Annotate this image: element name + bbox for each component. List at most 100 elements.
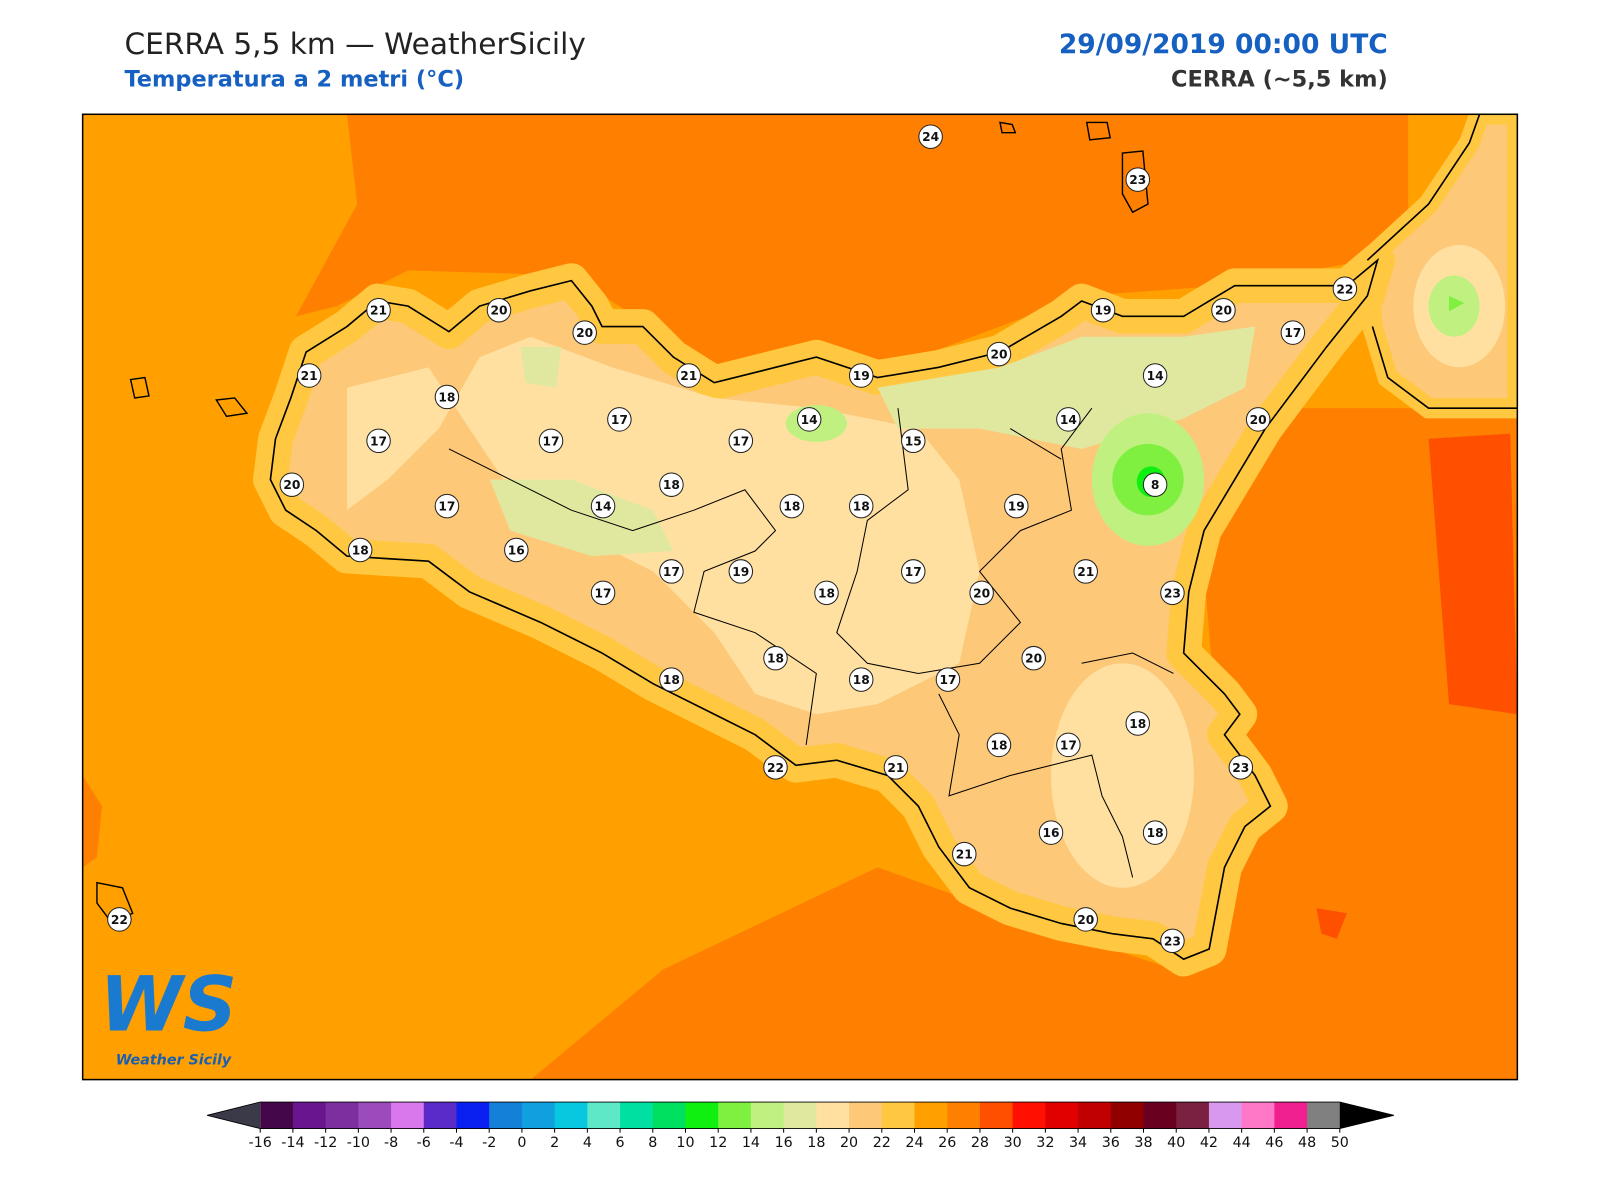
station-value: 17 bbox=[732, 434, 749, 448]
station-value: 21 bbox=[956, 848, 973, 862]
sea-east bbox=[530, 408, 1518, 1080]
station: 16 bbox=[1038, 820, 1064, 845]
colorbar-segment bbox=[685, 1102, 719, 1129]
station-value: 17 bbox=[1060, 738, 1077, 752]
station: 22 bbox=[763, 755, 788, 780]
subtitle: Temperatura a 2 metri (°C) bbox=[124, 67, 464, 93]
station: 21 bbox=[1073, 559, 1098, 584]
sea-warm bbox=[1316, 433, 1518, 939]
station-value: 14 bbox=[801, 413, 818, 427]
area-18-20 bbox=[1051, 663, 1194, 888]
station-marker bbox=[1125, 167, 1150, 192]
station-value: 20 bbox=[576, 326, 593, 340]
colorbar-tick-label: 38 bbox=[1134, 1135, 1152, 1151]
station-value: 20 bbox=[283, 478, 300, 492]
map bbox=[82, 114, 1518, 1080]
station: 17 bbox=[366, 428, 391, 454]
station: 18 bbox=[659, 472, 684, 497]
colorbar-segment bbox=[1274, 1102, 1308, 1129]
station-marker bbox=[366, 297, 391, 323]
colorbar-segment bbox=[620, 1102, 654, 1129]
colorbar-tick-label: 14 bbox=[742, 1135, 760, 1151]
colorbar-segment bbox=[554, 1102, 588, 1129]
sea-patch bbox=[82, 775, 103, 868]
station: 20 bbox=[486, 297, 512, 323]
coastline bbox=[269, 114, 1518, 961]
station: 20 bbox=[1073, 907, 1098, 932]
colorbar-segment bbox=[881, 1102, 916, 1129]
colorbar-tick-label: 20 bbox=[840, 1135, 858, 1151]
station: 19 bbox=[1090, 297, 1116, 323]
station-value: 19 bbox=[732, 565, 749, 579]
station: 23 bbox=[1228, 755, 1254, 780]
date: 29/09/2019 00:00 UTC bbox=[1059, 29, 1388, 60]
colorbar-tick-label: 40 bbox=[1167, 1135, 1185, 1151]
station-marker bbox=[969, 580, 994, 606]
colorbar-tick-label: 44 bbox=[1233, 1135, 1251, 1151]
station-value: 18 bbox=[990, 738, 1007, 752]
station: 20 bbox=[1211, 297, 1236, 323]
colorbar-tick-label: 2 bbox=[550, 1135, 559, 1151]
station-value: 22 bbox=[1336, 282, 1353, 296]
station-value: 23 bbox=[1164, 586, 1181, 600]
station: 16 bbox=[504, 537, 529, 563]
colorbar-segment bbox=[1045, 1102, 1079, 1129]
colorbar-tick-label: -10 bbox=[347, 1135, 370, 1151]
stations: 24 23 21 20 20 19 20 22 17 21 18 21 19 20 14 17 17 17 17 14… bbox=[107, 124, 1358, 954]
station: 22 bbox=[107, 907, 132, 932]
station-marker bbox=[901, 559, 926, 584]
station: 18 bbox=[779, 493, 805, 519]
station: 20 bbox=[279, 472, 305, 497]
station-value: 21 bbox=[1077, 565, 1094, 579]
station-value: 16 bbox=[508, 544, 525, 558]
station-value: 20 bbox=[1215, 304, 1232, 318]
station-value: 17 bbox=[543, 434, 560, 448]
colorbar-segment bbox=[652, 1102, 687, 1129]
station-marker bbox=[728, 428, 754, 454]
station-marker bbox=[434, 384, 460, 410]
station: 21 bbox=[676, 363, 702, 388]
station: 18 bbox=[763, 645, 788, 671]
station-marker bbox=[107, 907, 132, 932]
station-value: 20 bbox=[1250, 413, 1267, 427]
station-marker bbox=[1142, 363, 1168, 388]
station-value: 19 bbox=[1095, 304, 1112, 318]
colorbar-tick-label: 46 bbox=[1265, 1135, 1283, 1151]
station: 19 bbox=[728, 559, 754, 584]
station-marker bbox=[1332, 276, 1358, 302]
logo-mark: WS bbox=[100, 961, 238, 1049]
station: 14 bbox=[1142, 363, 1168, 388]
station-value: 18 bbox=[818, 586, 835, 600]
station-value: 20 bbox=[1077, 913, 1094, 927]
colorbar-segment bbox=[587, 1102, 621, 1129]
station-value: 21 bbox=[301, 369, 318, 383]
station-value: 17 bbox=[905, 565, 922, 579]
colorbar-segment bbox=[521, 1102, 556, 1129]
station-value: 19 bbox=[853, 369, 870, 383]
colorbar-segment bbox=[1012, 1102, 1046, 1129]
station: 19 bbox=[848, 363, 874, 388]
colorbar-segment bbox=[489, 1102, 523, 1129]
station: 22 bbox=[1332, 276, 1358, 302]
colorbar-tick-label: 16 bbox=[775, 1135, 793, 1151]
station-value: 14 bbox=[1060, 413, 1077, 427]
colorbar-tick-label: 32 bbox=[1036, 1135, 1054, 1151]
station-marker bbox=[1125, 711, 1150, 736]
colorbar-segment bbox=[292, 1102, 327, 1129]
station-marker bbox=[1211, 297, 1236, 323]
station-marker bbox=[763, 755, 788, 780]
station: 17 bbox=[935, 667, 961, 692]
map-frame bbox=[81, 113, 1519, 1081]
colorbar-tick-label: 10 bbox=[676, 1135, 694, 1151]
station-marker bbox=[347, 537, 373, 563]
colorbar-segment bbox=[1176, 1102, 1210, 1129]
station-value: 8 bbox=[1151, 478, 1160, 492]
station-marker bbox=[538, 428, 564, 454]
station-value: 18 bbox=[767, 652, 784, 666]
station-marker bbox=[848, 493, 874, 519]
station-marker bbox=[659, 667, 684, 692]
station-value: 18 bbox=[1147, 826, 1164, 840]
station-value: 18 bbox=[853, 673, 870, 687]
colorbar-tick-label: -8 bbox=[384, 1135, 398, 1151]
